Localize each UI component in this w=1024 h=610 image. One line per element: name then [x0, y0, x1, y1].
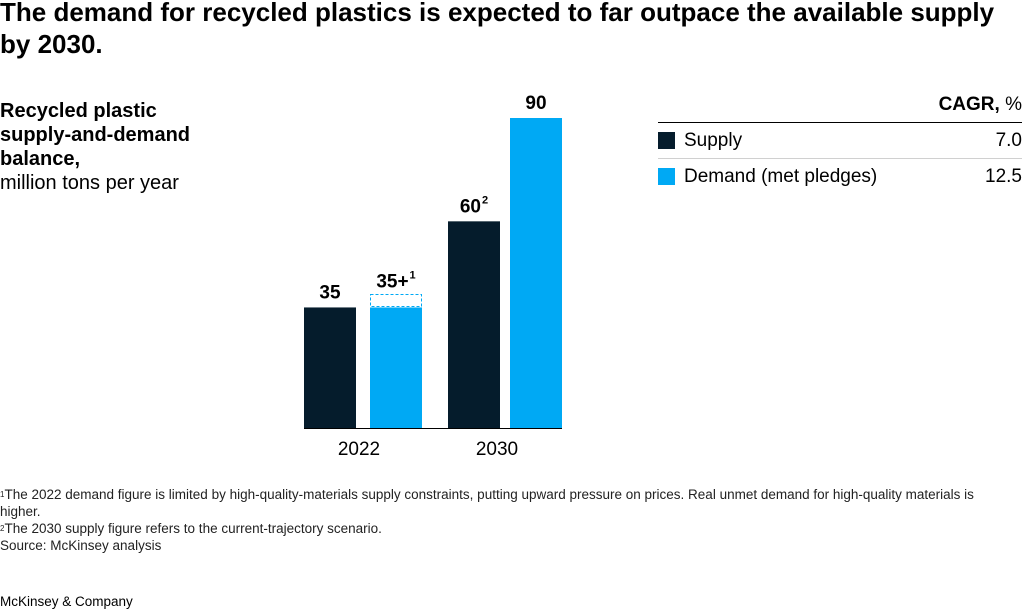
legend-item-supply: Supply 7.0	[658, 123, 1022, 159]
legend-item-demand: Demand (met pledges) 12.5	[658, 159, 1022, 194]
legend-swatch-demand	[658, 168, 675, 185]
x-tick-label-2030: 2030	[476, 439, 518, 460]
legend-name-supply: Supply	[684, 129, 743, 151]
legend-header-label: CAGR,	[938, 94, 1000, 115]
data-label-demand-2022: 35+1	[376, 269, 415, 292]
footnote-2: 2The 2030 supply figure refers to the cu…	[0, 520, 1000, 537]
bar-demand-2030	[510, 118, 562, 428]
chart-subtitle: Recycled plastic supply-and-demand balan…	[0, 99, 230, 195]
legend-swatch-supply	[658, 132, 675, 149]
footnotes: 1The 2022 demand figure is limited by hi…	[0, 486, 1000, 554]
legend: CAGR, % Supply 7.0 Demand (met pledges) …	[658, 94, 1022, 194]
footnote-2-marker: 2	[0, 524, 5, 533]
subtitle-bold: Recycled plastic supply-and-demand balan…	[0, 100, 191, 170]
data-label-supply-2030: 602	[460, 194, 488, 217]
legend-value-supply: 7.0	[995, 129, 1022, 151]
data-label-supply-2022: 35	[319, 282, 341, 303]
subtitle-unit: million tons per year	[0, 172, 179, 194]
unmet-demand-box-2022	[370, 293, 422, 307]
brand-logo-text: McKinsey & Company	[0, 594, 133, 609]
legend-header: CAGR, %	[658, 94, 1022, 123]
bar-supply-2030	[448, 221, 500, 428]
bar-demand-2022	[370, 307, 422, 428]
legend-name-demand: Demand (met pledges)	[684, 165, 878, 187]
footnote-1: 1The 2022 demand figure is limited by hi…	[0, 486, 1000, 520]
footnote-2-text: The 2030 supply figure refers to the cur…	[4, 521, 382, 536]
footnote-1-text: The 2022 demand figure is limited by hig…	[0, 487, 974, 519]
legend-header-unit: %	[1005, 94, 1022, 115]
x-tick-label-2022: 2022	[338, 439, 380, 460]
data-label-demand-2030: 90	[525, 93, 546, 114]
footnote-1-marker: 1	[0, 490, 5, 499]
bar-chart: 35 602 35+1 90 2022 2030	[304, 93, 562, 460]
chart-title: The demand for recycled plastics is expe…	[0, 0, 995, 59]
legend-value-demand: 12.5	[985, 165, 1022, 187]
bar-supply-2022	[304, 307, 356, 428]
source-note: Source: McKinsey analysis	[0, 538, 162, 553]
